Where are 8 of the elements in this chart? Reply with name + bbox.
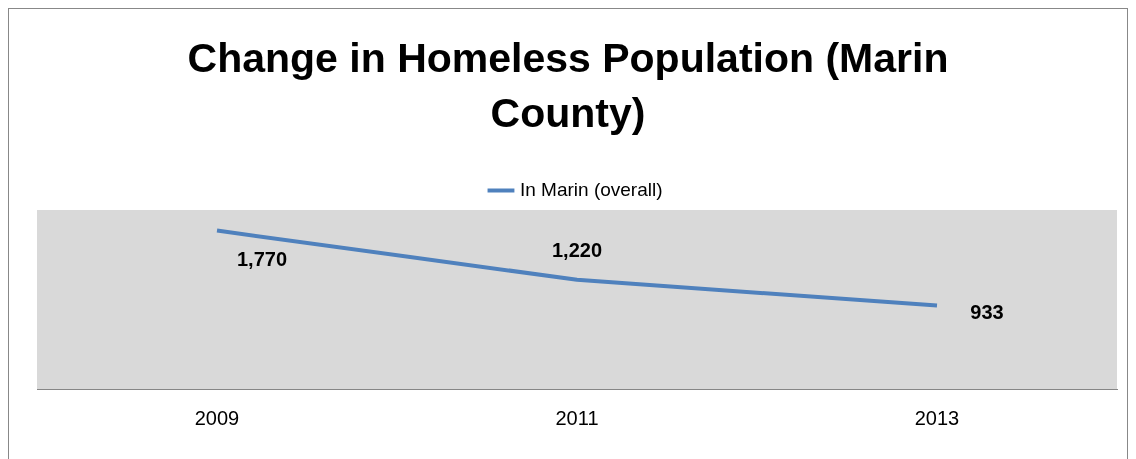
x-tick-label: 2013 [914, 406, 960, 429]
x-tick-label: 2011 [555, 406, 599, 429]
data-label: 1,770 [236, 248, 288, 271]
data-label: 1,220 [551, 239, 603, 262]
chart-title: Change in Homeless Population (Marin County) [186, 34, 950, 138]
x-tick-label: 2009 [194, 406, 240, 429]
legend-label: In Marin (overall) [519, 178, 663, 200]
data-label: 933 [970, 301, 1004, 324]
